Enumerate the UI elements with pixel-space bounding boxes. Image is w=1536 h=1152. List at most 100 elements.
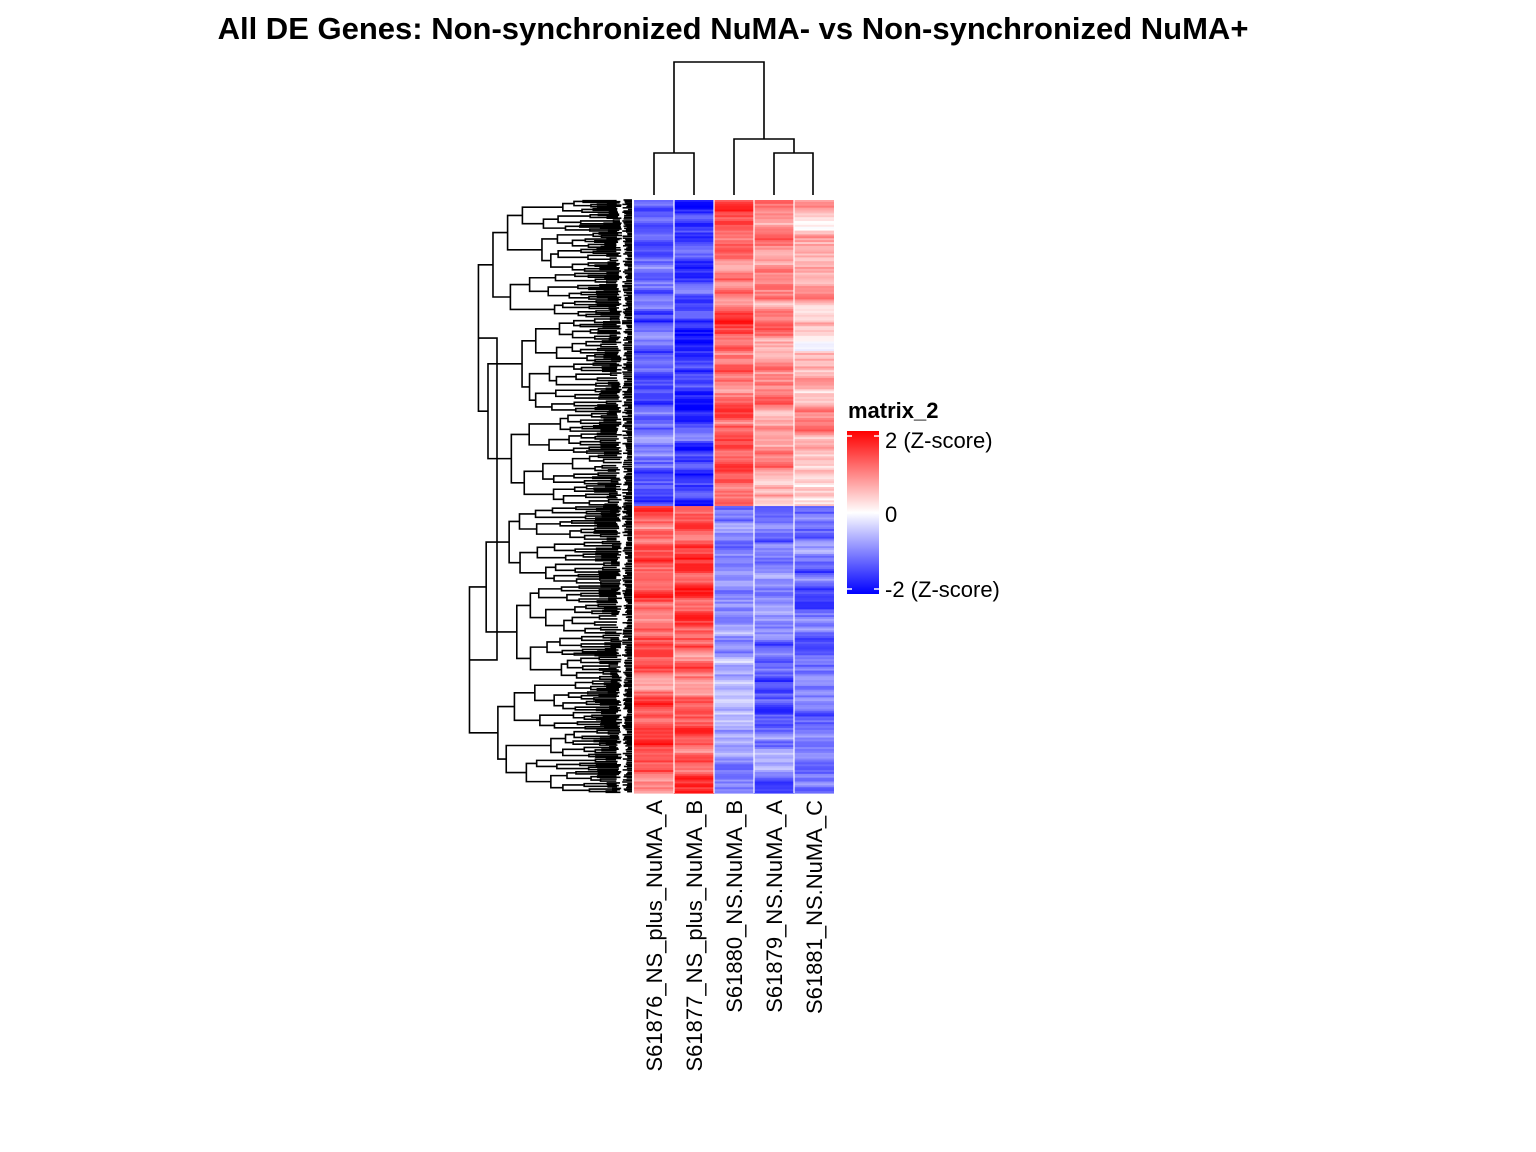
heatmap-cell — [714, 682, 754, 685]
heatmap-cell — [754, 452, 794, 456]
heatmap-cell — [714, 630, 754, 633]
heatmap-cell — [794, 490, 834, 494]
heatmap-cell — [754, 337, 794, 341]
heatmap-cell — [674, 573, 714, 576]
heatmap-cell — [634, 406, 674, 410]
heatmap-cell — [794, 666, 834, 670]
heatmap-cell — [794, 286, 834, 289]
heatmap-cell — [754, 657, 794, 660]
heatmap-cell — [754, 705, 794, 708]
heatmap-cell — [634, 628, 674, 631]
heatmap-cell — [714, 724, 754, 727]
heatmap-cell — [714, 362, 754, 366]
heatmap-cell — [794, 592, 834, 595]
heatmap-cell — [674, 358, 714, 362]
heatmap-cell — [794, 268, 834, 272]
heatmap-cell — [714, 525, 754, 528]
heatmap-cell — [794, 375, 834, 379]
heatmap-cell — [794, 423, 834, 427]
heatmap-cell — [754, 632, 794, 635]
heatmap-cell — [794, 565, 834, 568]
heatmap-cell — [634, 664, 674, 668]
heatmap-cell — [714, 228, 754, 232]
heatmap-cell — [634, 737, 674, 741]
heatmap-cell — [714, 444, 754, 448]
heatmap-cell — [634, 389, 674, 392]
heatmap-cell — [674, 670, 714, 674]
heatmap-cell — [794, 766, 834, 769]
heatmap-cell — [634, 750, 674, 754]
heatmap-cell — [794, 550, 834, 553]
heatmap-cell — [714, 647, 754, 651]
heatmap-cell — [674, 574, 714, 578]
heatmap-cell — [714, 427, 754, 431]
heatmap-cell — [754, 724, 794, 727]
heatmap-cell — [674, 754, 714, 758]
heatmap-cell — [634, 377, 674, 381]
heatmap-cell — [674, 247, 714, 251]
heatmap-cell — [754, 207, 794, 211]
heatmap-cell — [714, 224, 754, 228]
heatmap-cell — [634, 257, 674, 260]
heatmap-cell — [794, 630, 834, 633]
heatmap-cell — [674, 410, 714, 413]
heatmap-cell — [674, 274, 714, 278]
heatmap-cell — [674, 477, 714, 480]
heatmap-cell — [714, 364, 754, 368]
heatmap-cell — [714, 766, 754, 769]
heatmap-cell — [794, 785, 834, 788]
heatmap-cell — [794, 576, 834, 580]
heatmap-cell — [754, 737, 794, 741]
heatmap-cell — [794, 343, 834, 346]
heatmap-cell — [754, 770, 794, 773]
heatmap-cell — [754, 305, 794, 308]
heatmap-cell — [714, 450, 754, 454]
heatmap-cell — [714, 333, 754, 337]
heatmap-cell — [634, 312, 674, 316]
heatmap-cell — [754, 519, 794, 522]
heatmap-cell — [634, 490, 674, 494]
heatmap-cell — [754, 789, 794, 792]
heatmap-cell — [714, 638, 754, 641]
heatmap-cell — [754, 282, 794, 285]
heatmap-cell — [714, 385, 754, 389]
heatmap-cell — [674, 330, 714, 333]
heatmap-cell — [674, 618, 714, 622]
heatmap-cell — [794, 322, 834, 325]
heatmap-cell — [794, 354, 834, 358]
heatmap-cell — [714, 408, 754, 412]
heatmap-cell — [634, 320, 674, 324]
heatmap-cell — [634, 266, 674, 270]
heatmap-cell — [674, 565, 714, 568]
heatmap-cell — [754, 768, 794, 771]
heatmap-cell — [714, 416, 754, 419]
column-dendrogram — [653, 61, 814, 195]
heatmap-cell — [754, 676, 794, 679]
heatmap-cell — [714, 770, 754, 773]
heatmap-cell — [674, 555, 714, 559]
heatmap-cell — [794, 293, 834, 297]
heatmap-cell — [674, 752, 714, 756]
heatmap-cell — [714, 354, 754, 358]
heatmap-cell — [754, 408, 794, 412]
heatmap-cell — [754, 485, 794, 488]
heatmap-cell — [634, 544, 674, 547]
heatmap-cell — [634, 276, 674, 280]
heatmap-cell — [714, 743, 754, 746]
heatmap-cell — [674, 419, 714, 423]
heatmap-cell — [634, 265, 674, 268]
heatmap-cell — [634, 565, 674, 568]
heatmap-cell — [794, 735, 834, 739]
heatmap-cell — [714, 328, 754, 331]
heatmap-cell — [794, 731, 834, 735]
heatmap-cell — [634, 372, 674, 375]
heatmap-cell — [714, 219, 754, 222]
heatmap-cell — [754, 540, 794, 544]
heatmap-cell — [714, 517, 754, 521]
heatmap-cell — [714, 762, 754, 765]
heatmap-cell — [634, 634, 674, 637]
heatmap-cell — [794, 573, 834, 576]
heatmap-cell — [634, 611, 674, 614]
heatmap-cell — [714, 456, 754, 459]
heatmap-cell — [754, 534, 794, 538]
